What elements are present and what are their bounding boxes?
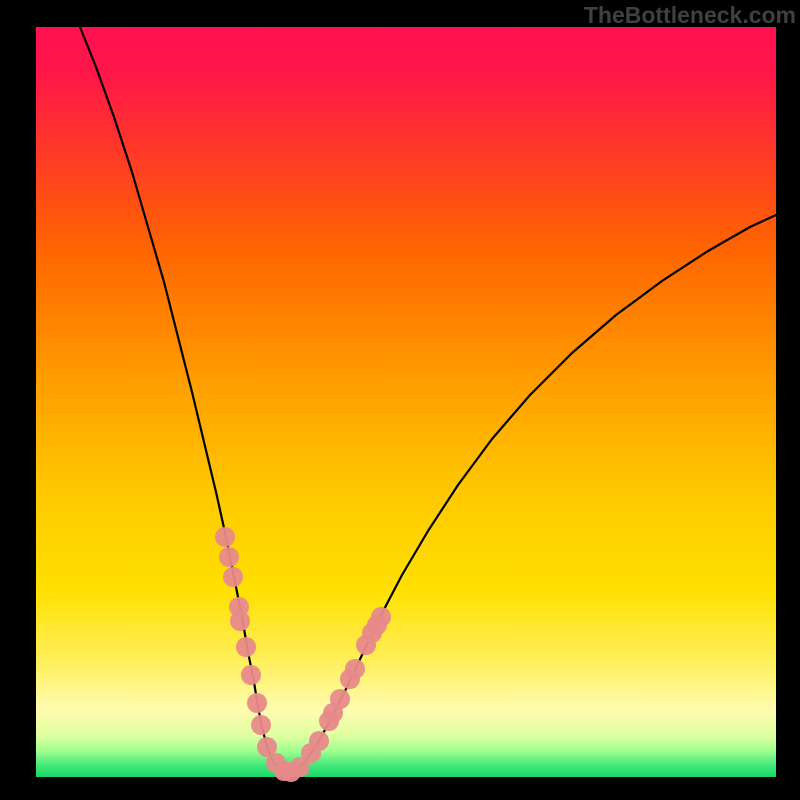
data-marker <box>251 715 271 735</box>
data-marker <box>219 547 239 567</box>
data-marker <box>330 689 350 709</box>
plot-area <box>36 27 776 777</box>
data-marker <box>345 659 365 679</box>
data-marker <box>371 607 391 627</box>
curve-left-branch <box>80 27 286 773</box>
data-marker <box>230 611 250 631</box>
markers-right-branch <box>281 607 391 782</box>
markers-left-branch <box>215 527 294 781</box>
data-marker <box>247 693 267 713</box>
data-marker <box>236 637 256 657</box>
data-marker <box>215 527 235 547</box>
data-marker <box>223 567 243 587</box>
data-marker <box>309 731 329 751</box>
watermark-text: TheBottleneck.com <box>584 2 796 29</box>
bottleneck-curve-svg <box>36 27 776 777</box>
data-marker <box>241 665 261 685</box>
curve-right-branch <box>286 215 776 773</box>
